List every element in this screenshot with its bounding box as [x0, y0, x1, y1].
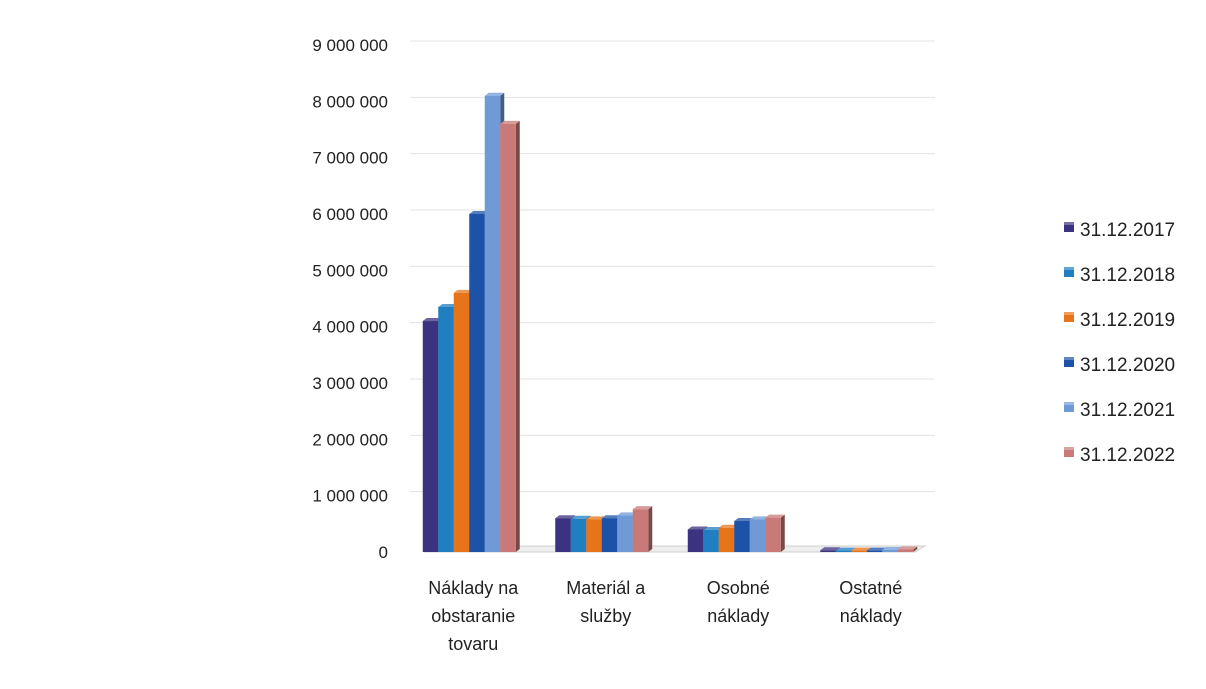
legend-swatch [1064, 357, 1074, 367]
legend-item: 31.12.2018 [1064, 265, 1175, 286]
bar-top [586, 516, 606, 520]
x-category-label: Osobné náklady [707, 578, 770, 626]
bar-top [422, 318, 443, 322]
bar [632, 506, 653, 552]
x-axis-categories: Náklady na obstaranie tovaru Materiál a služ… [428, 578, 902, 654]
legend-item: 31.12.2019 [1064, 310, 1175, 331]
legend-item: 31.12.2021 [1064, 400, 1175, 421]
legend-swatch [1064, 447, 1074, 457]
bar-side [648, 506, 653, 552]
bar-top [469, 211, 489, 214]
bar-front [820, 550, 836, 552]
bar-front [570, 518, 587, 552]
bar-top [687, 526, 708, 530]
bar [500, 120, 520, 552]
bar-top [897, 546, 918, 550]
legend-item: 31.12.2022 [1064, 445, 1175, 466]
y-tick-label: 0 [379, 543, 388, 562]
bar-top [453, 289, 474, 293]
bar-front [851, 550, 867, 552]
y-tick-label: 6 000 000 [312, 205, 388, 224]
bar-top [765, 514, 785, 518]
bar-top [484, 92, 505, 96]
bar-front [703, 530, 719, 552]
x-category-label: Materiál a služby [566, 578, 646, 626]
bar-top [500, 120, 520, 124]
y-tick-label: 3 000 000 [312, 374, 388, 393]
bar-front [882, 550, 898, 552]
legend-item: 31.12.2017 [1064, 220, 1175, 241]
bar-front [484, 95, 501, 552]
bar-top [703, 527, 723, 531]
y-tick-label: 7 000 000 [312, 149, 388, 168]
bar-front [897, 549, 914, 552]
x-category-label: Náklady na obstaranie tovaru [428, 578, 519, 654]
bar-front [555, 518, 571, 552]
bar-front [765, 517, 781, 552]
bar-front [438, 306, 454, 552]
bar-top [632, 506, 653, 510]
bar-top [438, 303, 458, 307]
bar-top [555, 515, 575, 519]
bar-top [820, 547, 840, 551]
bar-front [687, 529, 704, 552]
legend-swatch [1064, 312, 1074, 322]
y-tick-label: 2 000 000 [312, 430, 388, 449]
legend-label: 31.12.2019 [1080, 310, 1175, 331]
bar-front [617, 515, 633, 552]
bar [765, 514, 785, 552]
x-category-label: Ostatné náklady [839, 578, 902, 626]
bar-side [515, 120, 520, 552]
bar-top [617, 512, 637, 516]
bars [422, 92, 918, 552]
legend-swatch [1064, 222, 1074, 232]
legend-label: 31.12.2020 [1080, 355, 1175, 376]
bar-top [601, 515, 622, 519]
bar-top [718, 524, 739, 528]
legend-swatch [1064, 402, 1074, 412]
bar-front [718, 527, 735, 552]
bar-front [866, 550, 883, 552]
legend-item: 31.12.2020 [1064, 355, 1175, 376]
legend-label: 31.12.2022 [1080, 445, 1175, 466]
legend: 31.12.2017 31.12.2018 31.12.2019 31.12.2020… [1064, 220, 1175, 466]
bar-front [586, 519, 602, 552]
bar-top [882, 547, 902, 551]
bar [897, 546, 918, 552]
bar-front [835, 550, 852, 552]
bar-top [851, 547, 871, 551]
legend-label: 31.12.2017 [1080, 220, 1175, 241]
bar-top [570, 515, 591, 519]
bar-top [734, 518, 754, 522]
bar-side [780, 514, 785, 552]
bar-front [749, 519, 766, 552]
bar-front [601, 518, 618, 552]
bar-front [632, 509, 649, 552]
bar-top [866, 547, 887, 551]
bar-front [734, 521, 750, 552]
bar-front [469, 214, 485, 552]
y-tick-label: 4 000 000 [312, 318, 388, 337]
bar-side [913, 546, 918, 552]
y-tick-label: 9 000 000 [312, 36, 388, 55]
bar-top [835, 547, 856, 551]
y-tick-label: 5 000 000 [312, 261, 388, 280]
y-axis-ticks: 0 1 000 000 2 000 000 3 000 000 4 000 000 5 0… [312, 36, 388, 562]
legend-swatch [1064, 267, 1074, 277]
y-tick-label: 1 000 000 [312, 487, 388, 506]
bar-front [500, 123, 516, 552]
bar-front [422, 321, 439, 552]
legend-label: 31.12.2021 [1080, 400, 1175, 421]
legend-label: 31.12.2018 [1080, 265, 1175, 286]
y-tick-label: 8 000 000 [312, 92, 388, 111]
bar-top [749, 516, 770, 520]
bar-front [453, 292, 470, 552]
